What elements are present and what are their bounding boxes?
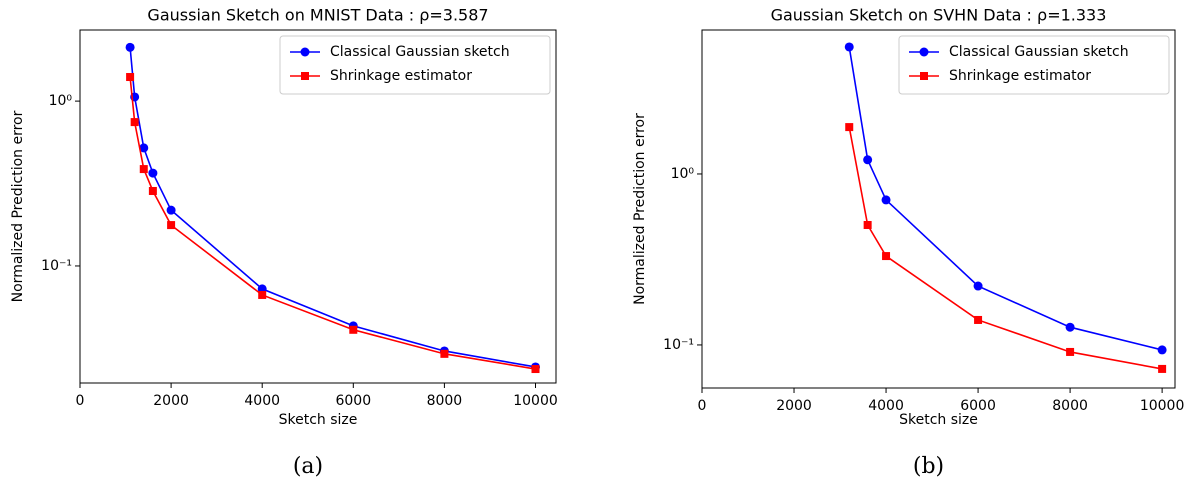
marker (1066, 347, 1075, 356)
x-axis-label: Sketch size (899, 412, 978, 428)
legend-label: Shrinkage estimator (949, 68, 1091, 84)
marker (863, 155, 873, 165)
marker (300, 47, 310, 57)
marker (139, 165, 148, 174)
y-tick-label: 10⁻¹ (41, 258, 72, 274)
marker (973, 281, 983, 291)
chart-title: Gaussian Sketch on SVHN Data : ρ=1.333 (771, 6, 1107, 25)
marker (258, 290, 267, 299)
marker (148, 168, 158, 178)
marker (1158, 364, 1167, 373)
y-axis-label: Normalized Prediction error (10, 110, 26, 302)
x-tick-label: 0 (76, 393, 85, 409)
marker (919, 47, 929, 57)
marker (301, 72, 309, 80)
marker (125, 42, 135, 52)
plot-frame (701, 29, 1176, 389)
x-tick-label: 2000 (153, 393, 189, 409)
caption: (a) (293, 454, 323, 479)
marker (1065, 322, 1075, 332)
y-axis-label: Normalized Prediction error (632, 113, 648, 305)
y-tick-label: 10⁻¹ (663, 337, 694, 353)
series-line (848, 46, 1163, 351)
x-tick-label: 8000 (1052, 398, 1088, 414)
marker (920, 72, 928, 80)
legend-box (279, 35, 551, 95)
plot-frame (79, 29, 557, 384)
legend-box (898, 35, 1170, 95)
marker (845, 123, 854, 132)
x-tick-label: 10000 (1140, 398, 1185, 414)
x-tick-label: 6000 (960, 398, 996, 414)
marker (126, 73, 135, 82)
x-tick-label: 4000 (244, 393, 280, 409)
y-tick-label: 10⁰ (49, 93, 73, 109)
legend-label: Classical Gaussian sketch (949, 44, 1129, 60)
marker (881, 195, 891, 205)
x-tick-label: 2000 (776, 398, 812, 414)
x-axis-label: Sketch size (279, 412, 358, 428)
marker (139, 143, 149, 153)
marker (974, 315, 983, 324)
y-tick-label: 10⁰ (671, 166, 695, 182)
marker (882, 252, 891, 261)
marker (166, 205, 176, 215)
marker (349, 325, 358, 334)
marker (167, 221, 176, 230)
marker (440, 349, 449, 358)
marker (844, 42, 854, 52)
caption: (b) (913, 454, 944, 479)
series-line (129, 47, 536, 368)
marker (148, 186, 157, 195)
marker (130, 118, 139, 127)
marker (1157, 345, 1167, 355)
x-tick-label: 8000 (427, 393, 463, 409)
marker (863, 220, 872, 229)
marker (531, 365, 540, 374)
legend-label: Shrinkage estimator (330, 68, 472, 84)
series-line (129, 76, 536, 370)
x-tick-label: 0 (698, 398, 707, 414)
chart-title: Gaussian Sketch on MNIST Data : ρ=3.587 (147, 6, 488, 25)
legend-label: Classical Gaussian sketch (330, 44, 510, 60)
x-tick-label: 4000 (868, 398, 904, 414)
x-tick-label: 10000 (513, 393, 558, 409)
series-line (848, 126, 1163, 370)
x-tick-label: 6000 (335, 393, 371, 409)
